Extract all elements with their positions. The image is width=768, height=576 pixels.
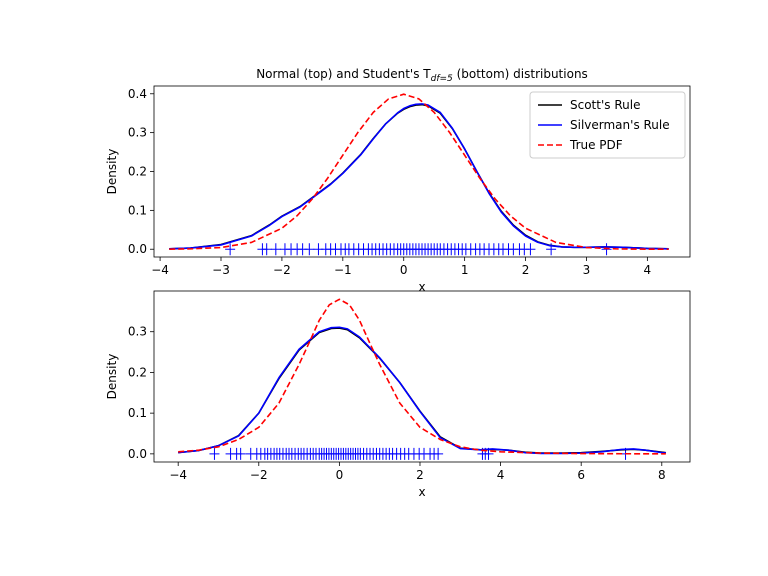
sample-rug bbox=[225, 243, 612, 256]
sample-marker bbox=[433, 447, 444, 460]
legend-label: Scott's Rule bbox=[570, 98, 640, 112]
legend-label: True PDF bbox=[569, 138, 623, 152]
x-tick-label: 0 bbox=[400, 263, 408, 277]
y-axis-label: Density bbox=[105, 149, 119, 195]
plot-frame bbox=[153, 290, 691, 463]
sample-marker bbox=[525, 243, 536, 256]
series-line-scott-s-rule bbox=[178, 327, 666, 454]
y-tick-label: 0.1 bbox=[128, 203, 147, 217]
y-tick-label: 0.2 bbox=[128, 365, 147, 379]
x-tick-label: 4 bbox=[497, 468, 505, 482]
sample-marker bbox=[261, 243, 272, 256]
x-tick-label: 3 bbox=[583, 263, 591, 277]
y-tick-label: 0.3 bbox=[128, 325, 147, 339]
sample-rug bbox=[209, 447, 631, 460]
x-tick-label: −2 bbox=[250, 468, 268, 482]
legend-box bbox=[529, 91, 686, 159]
x-tick-label: 1 bbox=[461, 263, 469, 277]
x-tick-label: 2 bbox=[416, 468, 424, 482]
plot-area bbox=[178, 298, 666, 460]
sample-marker bbox=[209, 447, 220, 460]
legend-label: Silverman's Rule bbox=[570, 118, 670, 132]
bottom-panel-student-t: −4 −2 0 2 4 6 8 0.0 0.1 0.2 0.3 x Density bbox=[105, 290, 691, 499]
y-tick-label: 0.1 bbox=[128, 406, 147, 420]
x-tick-label: −4 bbox=[169, 468, 187, 482]
x-tick-label: −2 bbox=[273, 263, 291, 277]
sample-marker bbox=[235, 447, 246, 460]
x-tick-label: −3 bbox=[212, 263, 230, 277]
y-tick-label: 0.2 bbox=[128, 165, 147, 179]
y-tick-label: 0.0 bbox=[128, 447, 147, 461]
sample-marker bbox=[601, 243, 612, 256]
y-tick-label: 0.0 bbox=[128, 242, 147, 256]
x-tick-label: −1 bbox=[334, 263, 352, 277]
sample-marker bbox=[304, 243, 315, 256]
series-line-true-pdf bbox=[169, 93, 669, 251]
series-line-true-pdf bbox=[178, 298, 666, 455]
sample-marker bbox=[225, 243, 236, 256]
x-tick-label: 6 bbox=[577, 468, 585, 482]
y-tick-label: 0.3 bbox=[128, 126, 147, 140]
x-axis-label: x bbox=[418, 280, 425, 294]
sample-marker bbox=[270, 243, 281, 256]
top-panel-normal: −4 −3 −2 −1 0 1 2 3 4 0.0 0.1 0.2 0.3 0.4 x Density bbox=[105, 85, 691, 294]
x-tick-label: 2 bbox=[522, 263, 530, 277]
legend: Scott's Rule Silverman's Rule True PDF bbox=[529, 91, 686, 159]
series-line-silverman-s-rule bbox=[178, 326, 666, 455]
figure-title: Normal (top) and Student's Tdf=5 (bottom… bbox=[256, 67, 588, 84]
y-tick-label: 0.4 bbox=[128, 87, 147, 101]
y-axis-label: Density bbox=[105, 354, 119, 400]
x-tick-label: 0 bbox=[336, 468, 344, 482]
x-tick-label: 8 bbox=[658, 468, 666, 482]
x-tick-label: 4 bbox=[644, 263, 652, 277]
x-axis-label: x bbox=[418, 485, 425, 499]
plot-area bbox=[169, 93, 669, 256]
x-tick-label: −4 bbox=[151, 263, 169, 277]
